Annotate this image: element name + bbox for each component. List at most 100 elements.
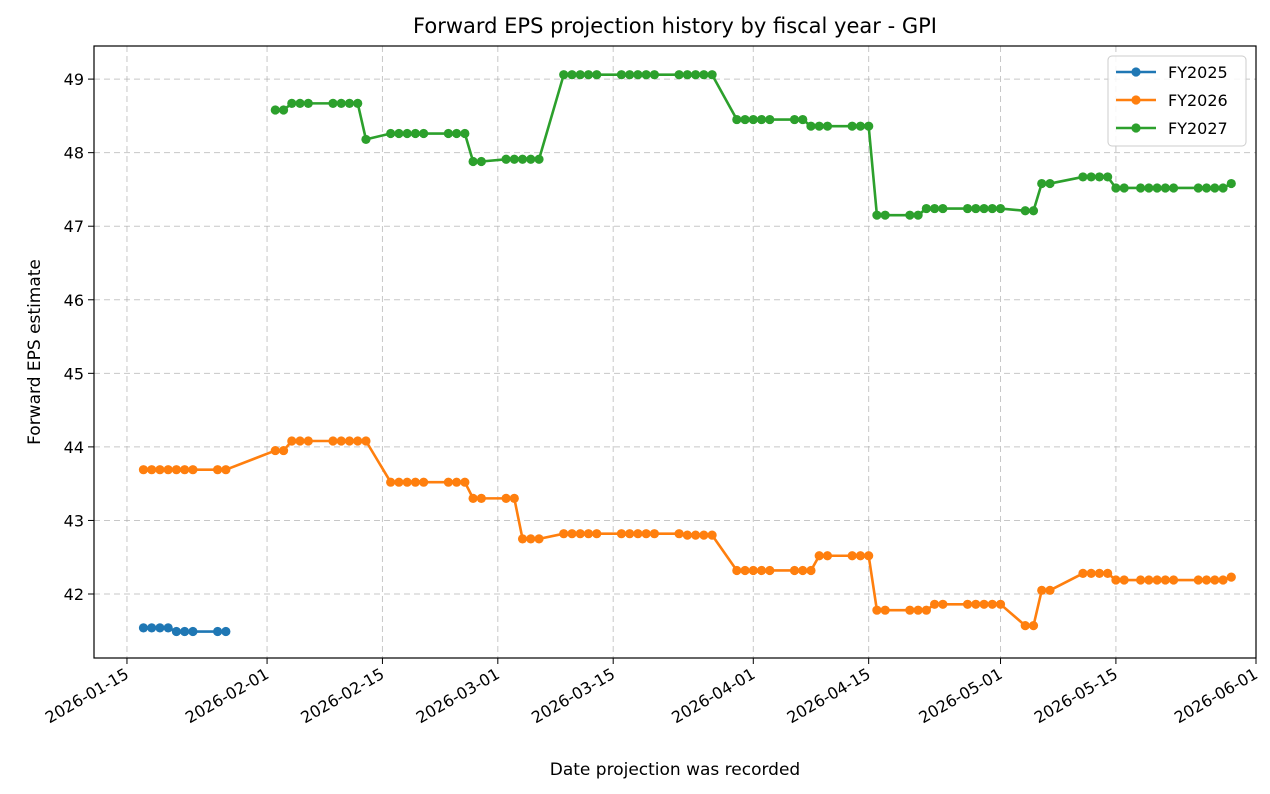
data-point (765, 114, 775, 125)
data-point (147, 623, 157, 633)
legend-label: FY2026 (1168, 91, 1228, 110)
data-point (930, 599, 940, 609)
data-point (213, 465, 223, 475)
y-tick-label: 48 (64, 144, 84, 163)
data-point (616, 70, 627, 80)
data-point (921, 605, 931, 615)
data-point (575, 70, 585, 80)
data-point (1119, 183, 1129, 193)
data-point (1152, 183, 1162, 193)
data-point (336, 98, 346, 108)
plot-frame (93, 45, 1257, 659)
data-point (1028, 206, 1039, 216)
data-point (460, 128, 470, 139)
data-point (386, 477, 396, 487)
data-point (147, 465, 157, 475)
data-point (930, 203, 940, 214)
data-point (633, 529, 643, 539)
data-point (303, 436, 313, 446)
data-point (1078, 568, 1088, 579)
data-point (691, 70, 701, 80)
data-point (707, 70, 717, 80)
data-point (987, 599, 997, 609)
data-point (278, 445, 289, 456)
legend: FY2025 FY2026 FY2027 (1107, 55, 1247, 147)
legend-box (1107, 55, 1247, 147)
data-point (509, 154, 519, 164)
y-tick-label: 45 (64, 364, 84, 383)
data-point (1152, 575, 1162, 585)
data-point (1168, 183, 1179, 193)
data-point (213, 626, 223, 637)
data-point (995, 203, 1006, 214)
data-point (707, 530, 717, 540)
data-point (1037, 585, 1047, 595)
data-point (476, 156, 486, 167)
data-point (938, 599, 948, 609)
data-point (163, 465, 173, 475)
data-point (394, 477, 404, 487)
data-point (468, 156, 478, 167)
data-point (732, 565, 742, 576)
data-point (361, 436, 371, 446)
data-point (171, 626, 182, 637)
y-tick-label: 43 (64, 511, 84, 530)
data-point (682, 70, 692, 80)
legend-label: FY2027 (1168, 119, 1228, 138)
data-point (1111, 575, 1121, 585)
data-point (180, 465, 190, 475)
data-point (1078, 172, 1088, 182)
data-point (221, 626, 231, 637)
data-point (855, 121, 866, 131)
data-point (501, 154, 511, 164)
y-axis-label: Forward EPS estimate (25, 259, 45, 445)
data-point (905, 605, 915, 615)
data-point (386, 128, 396, 139)
data-point (1086, 568, 1096, 579)
data-point (567, 70, 577, 80)
legend-item: FY2026 (1116, 91, 1228, 110)
data-point (138, 465, 149, 475)
data-point (583, 70, 594, 80)
data-point (278, 105, 289, 115)
data-point (872, 210, 882, 220)
data-point (1094, 568, 1105, 579)
data-point (938, 203, 948, 214)
data-point (344, 436, 355, 446)
data-point (1201, 575, 1212, 585)
data-point (1020, 621, 1030, 631)
data-point (559, 529, 569, 539)
data-point (460, 477, 470, 487)
data-point (921, 203, 931, 214)
data-point (864, 551, 874, 561)
data-point (674, 529, 684, 539)
data-point (410, 477, 420, 487)
data-point (905, 210, 915, 220)
data-point (864, 121, 874, 131)
y-tick-label: 44 (64, 438, 84, 457)
data-point (616, 529, 627, 539)
data-point (221, 465, 231, 475)
data-point (303, 98, 313, 108)
data-point (468, 493, 478, 503)
data-point (633, 70, 643, 80)
data-point (1045, 178, 1055, 189)
legend-label: FY2025 (1168, 63, 1228, 82)
data-point (295, 436, 305, 446)
legend-swatch-marker (1131, 123, 1141, 133)
data-point (336, 436, 346, 446)
data-point (509, 493, 519, 503)
data-point (575, 529, 585, 539)
data-point (138, 623, 149, 633)
data-point (1045, 585, 1055, 595)
data-point (962, 599, 973, 609)
data-point (1103, 172, 1113, 182)
data-point (402, 477, 412, 487)
data-point (287, 436, 297, 446)
legend-swatch-marker (1131, 95, 1141, 105)
y-tick-label: 42 (64, 585, 84, 604)
data-point (641, 529, 651, 539)
data-point (814, 551, 824, 561)
data-point (592, 70, 602, 80)
